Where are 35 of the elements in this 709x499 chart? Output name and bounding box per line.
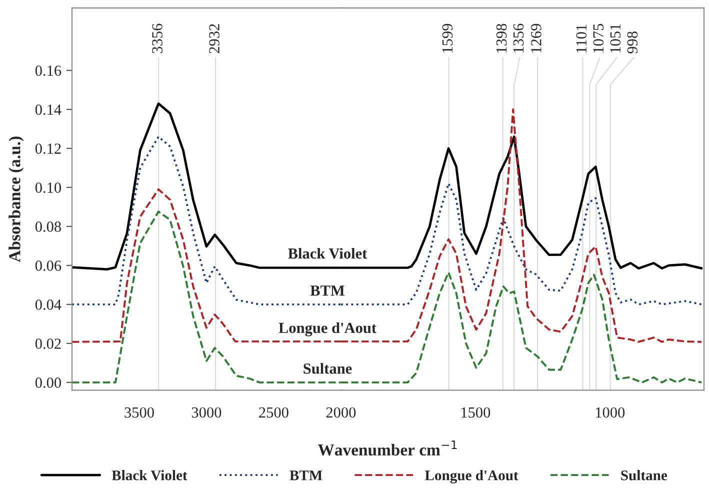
y-tick-label: 0.00 [35,378,61,388]
y-tick-label: 0.16 [35,66,62,76]
legend-label: Longue d'Aout [424,470,518,484]
y-tick-label: 0.04 [35,300,62,310]
x-tick-label: 2000 [326,407,356,418]
legend-label: Black Violet [112,470,188,480]
y-axis-title: Absorbance (a.u.) [8,136,24,262]
ref-line-label: 3356 [152,24,162,54]
x-tick-label: 3000 [192,407,222,418]
ref-line-label: 1398 [496,24,507,53]
x-axis-title: Wavenumber cm$^{−1}$ [318,440,457,456]
y-tick-label: 0.06 [35,260,62,271]
legend-label: Sultane [621,470,668,480]
x-tick-label: 3500 [124,407,154,418]
y-tick-label: 0.12 [35,144,61,154]
y-tick-label: 0.08 [35,222,61,232]
x-tick-label: 1500 [461,407,490,418]
ref-line-label: 1051 [610,24,621,53]
text: Sultane [304,363,352,374]
legend-label: BTM [290,470,322,480]
ref-line-label: 1101 [576,24,587,53]
y-tick-label: 0.14 [35,104,62,115]
y-tick-label: 0.10 [35,182,61,193]
x-tick-label: 2500 [259,407,288,418]
ref-line-label: 1356 [513,24,524,53]
y-tick-label: 0.02 [35,338,61,349]
text: BTM [310,286,344,296]
text: Longue d'Aout [278,322,376,336]
ref-line-label: 1075 [593,24,604,53]
ref-line-label: 2932 [209,24,220,54]
ref-line-label: 998 [627,32,638,54]
ref-line-label: 1269 [531,24,542,53]
ref-line-label: 1599 [442,24,453,53]
text: Black Violet [288,248,368,259]
x-tick-label: 1000 [596,407,625,418]
